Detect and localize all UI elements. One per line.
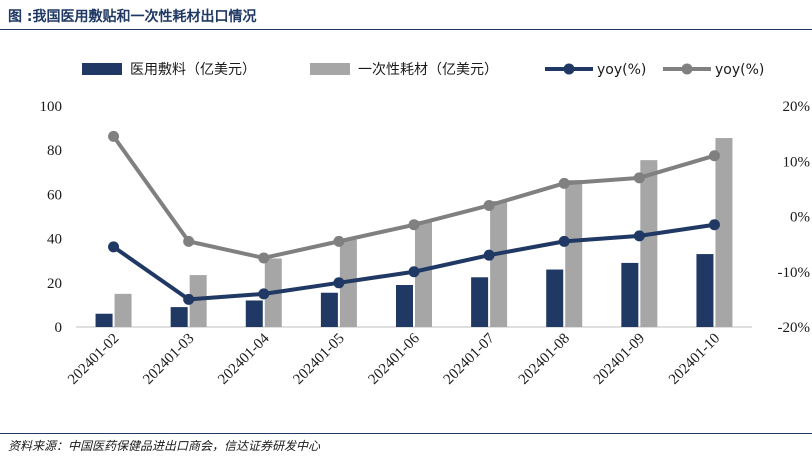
- bar-dressing-202401-09: [621, 262, 639, 327]
- bars: [95, 138, 733, 327]
- yoy-line-dressing-point: [633, 230, 645, 242]
- yoy-line-dressing-point: [408, 266, 420, 278]
- source-note: 资料来源：中国医药保健品进出口商会，信达证券研发中心: [8, 439, 321, 453]
- x-tick-label: 202401-08: [516, 331, 573, 388]
- yoy-line-dressing-point: [558, 235, 570, 247]
- yoy-line-dressing-point: [333, 277, 345, 289]
- yoy-line-consumables-point: [258, 252, 270, 264]
- right-tick-label: 10%: [783, 154, 811, 170]
- bar-consumables-202401-08: [565, 180, 583, 327]
- right-tick-label: 20%: [783, 99, 811, 115]
- legend-label-3: yoy(%): [597, 62, 646, 78]
- bar-dressing-202401-03: [170, 307, 188, 327]
- yoy-line-consumables-point: [408, 219, 420, 231]
- x-axis-ticks: 202401-02 202401-03 202401-04 202401-05 2024…: [65, 330, 723, 388]
- yoy-line-consumables-point: [333, 235, 345, 247]
- figure-title: 图 :我国医用敷贴和一次性耗材出口情况: [8, 9, 257, 25]
- legend-swatch-1: [82, 63, 122, 75]
- bar-dressing-202401-07: [471, 277, 489, 327]
- yoy-line-consumables-point: [633, 172, 645, 184]
- legend-label-1: 医用敷料（亿美元）: [130, 62, 256, 78]
- bar-consumables-202401-09: [640, 160, 658, 327]
- left-tick-label: 60: [47, 187, 62, 203]
- left-tick-label: 0: [55, 320, 63, 336]
- left-tick-label: 20: [47, 276, 62, 292]
- yoy-line-dressing-point: [258, 288, 270, 300]
- bar-dressing-202401-08: [546, 269, 564, 327]
- title-rule: [0, 29, 812, 30]
- x-tick-label: 202401-09: [591, 331, 648, 388]
- left-tick-label: 40: [47, 232, 62, 248]
- right-tick-label: 0%: [790, 210, 810, 226]
- lines: [108, 130, 720, 305]
- x-tick-label: 202401-07: [441, 330, 499, 388]
- bar-dressing-202401-06: [396, 285, 413, 327]
- right-axis-ticks: -20% -10% 0% 10% 20%: [778, 99, 811, 336]
- legend-marker-4: [681, 63, 693, 75]
- bar-consumables-202401-07: [490, 201, 508, 327]
- x-tick-label: 202401-06: [366, 330, 424, 388]
- legend-label-4: yoy(%): [715, 62, 764, 78]
- legend: 医用敷料（亿美元） 一次性耗材（亿美元） yoy(%) yoy(%): [82, 62, 764, 78]
- bar-consumables-202401-06: [415, 220, 432, 327]
- yoy-line-consumables-point: [183, 235, 195, 247]
- x-tick-label: 202401-04: [215, 330, 273, 388]
- yoy-line-consumables-point: [483, 199, 495, 211]
- legend-marker-3: [563, 63, 575, 75]
- left-axis-ticks: 0 20 40 60 80 100: [40, 99, 63, 336]
- bar-dressing-202401-10: [696, 254, 714, 327]
- legend-swatch-2: [310, 63, 350, 75]
- bar-dressing-202401-05: [320, 292, 338, 327]
- bar-consumables-202401-10: [715, 138, 733, 327]
- source-rule: [0, 433, 812, 434]
- yoy-line-dressing-point: [183, 293, 195, 305]
- yoy-line-consumables-point: [108, 130, 120, 142]
- bar-consumables-202401-02: [114, 293, 132, 327]
- right-tick-label: -10%: [778, 265, 811, 281]
- x-tick-label: 202401-02: [65, 331, 122, 388]
- x-tick-label: 202401-03: [140, 331, 197, 388]
- yoy-line-consumables-point: [558, 177, 570, 189]
- bar-dressing-202401-02: [95, 313, 113, 327]
- yoy-line-consumables: [111, 135, 716, 260]
- x-tick-label: 202401-10: [666, 331, 723, 388]
- yoy-line-dressing-point: [483, 249, 495, 261]
- left-tick-label: 100: [40, 99, 63, 115]
- legend-label-2: 一次性耗材（亿美元）: [358, 62, 498, 78]
- export-chart: 医用敷料（亿美元） 一次性耗材（亿美元） yoy(%) yoy(%) 0 20 40 60 8…: [40, 62, 811, 388]
- right-tick-label: -20%: [778, 320, 811, 336]
- yoy-line-dressing-point: [708, 219, 720, 231]
- left-tick-label: 80: [47, 143, 62, 159]
- bar-dressing-202401-04: [245, 300, 263, 327]
- title-bar: 图 :我国医用敷贴和一次性耗材出口情况: [0, 0, 812, 30]
- x-tick-label: 202401-05: [290, 331, 347, 388]
- bar-consumables-202401-03: [189, 275, 207, 327]
- yoy-line-consumables-point: [708, 150, 720, 162]
- yoy-line-dressing-point: [108, 241, 120, 253]
